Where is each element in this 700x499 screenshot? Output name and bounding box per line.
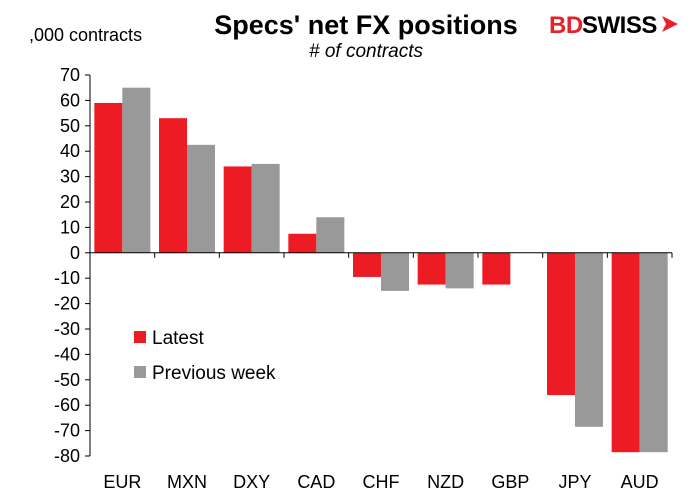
x-category-label: DXY (233, 472, 270, 492)
bar-latest-aud (611, 252, 640, 453)
bar-previous-week-jpy (575, 252, 603, 427)
legend-latest-label: Latest (152, 328, 204, 349)
y-tick-label: 50 (60, 116, 80, 136)
x-category-label: CAD (297, 472, 335, 492)
y-tick-label: -10 (54, 268, 80, 288)
bar-previous-week-mxn (187, 144, 215, 253)
bars (94, 87, 668, 453)
bar-latest-gbp (482, 252, 511, 285)
y-tick-label: 70 (60, 65, 80, 85)
bar-previous-week-aud (639, 252, 668, 453)
y-tick-label: 40 (60, 141, 80, 161)
bar-previous-week-nzd (445, 252, 474, 289)
y-tick-label: -70 (54, 421, 80, 441)
bar-previous-week-chf (381, 252, 409, 291)
bar-previous-week-eur (122, 87, 151, 253)
y-tick-label: -40 (54, 344, 80, 364)
y-tick-label: 30 (60, 167, 80, 187)
x-category-label: EUR (103, 472, 141, 492)
y-tick-label: -60 (54, 395, 80, 415)
legend: Latest Previous week (134, 328, 276, 384)
y-tick-label: -80 (54, 446, 80, 466)
bar-latest-mxn (159, 118, 187, 253)
y-tick-label: 10 (60, 217, 80, 237)
legend-previous-week-swatch (134, 366, 146, 378)
chart-subtitle: # of contracts (309, 41, 424, 62)
chart-title: Specs' net FX positions (214, 10, 517, 40)
bar-previous-week-cad (316, 217, 345, 253)
y-tick-label: 60 (60, 90, 80, 110)
y-tick-label: -30 (54, 319, 80, 339)
y-tick-label: 0 (70, 243, 80, 263)
logo-bd-text: BD (549, 12, 583, 39)
y-axis-ticks: 70 60 50 40 30 20 10 0 -10 -20 -30 -40 -50 -60 -70 -80 (54, 65, 90, 466)
x-category-label: AUD (621, 472, 659, 492)
x-category-label: CHF (363, 472, 400, 492)
x-category-label: MXN (167, 472, 207, 492)
logo-arrow-icon (662, 16, 678, 32)
bar-latest-dxy (223, 166, 252, 253)
bar-latest-eur (94, 102, 123, 253)
x-category-label: JPY (558, 472, 591, 492)
bar-latest-jpy (547, 252, 575, 396)
x-category-label: NZD (427, 472, 464, 492)
x-axis-labels: EUR MXN DXY CAD CHF NZD GBP JPY AUD (103, 252, 673, 492)
logo-swiss-text: SWISS (582, 12, 657, 39)
legend-latest-swatch (134, 331, 146, 343)
bar-latest-cad (288, 233, 317, 253)
y-axis-unit-label: ,000 contracts (29, 25, 142, 45)
bdswiss-logo: BD SWISS (549, 12, 678, 39)
bar-previous-week-dxy (251, 163, 280, 253)
y-tick-label: 20 (60, 192, 80, 212)
y-tick-label: -50 (54, 370, 80, 390)
bar-latest-nzd (417, 252, 446, 285)
legend-previous-week-label: Previous week (152, 363, 276, 384)
x-category-label: GBP (491, 472, 529, 492)
y-tick-label: -20 (54, 294, 80, 314)
bar-latest-chf (353, 252, 381, 277)
